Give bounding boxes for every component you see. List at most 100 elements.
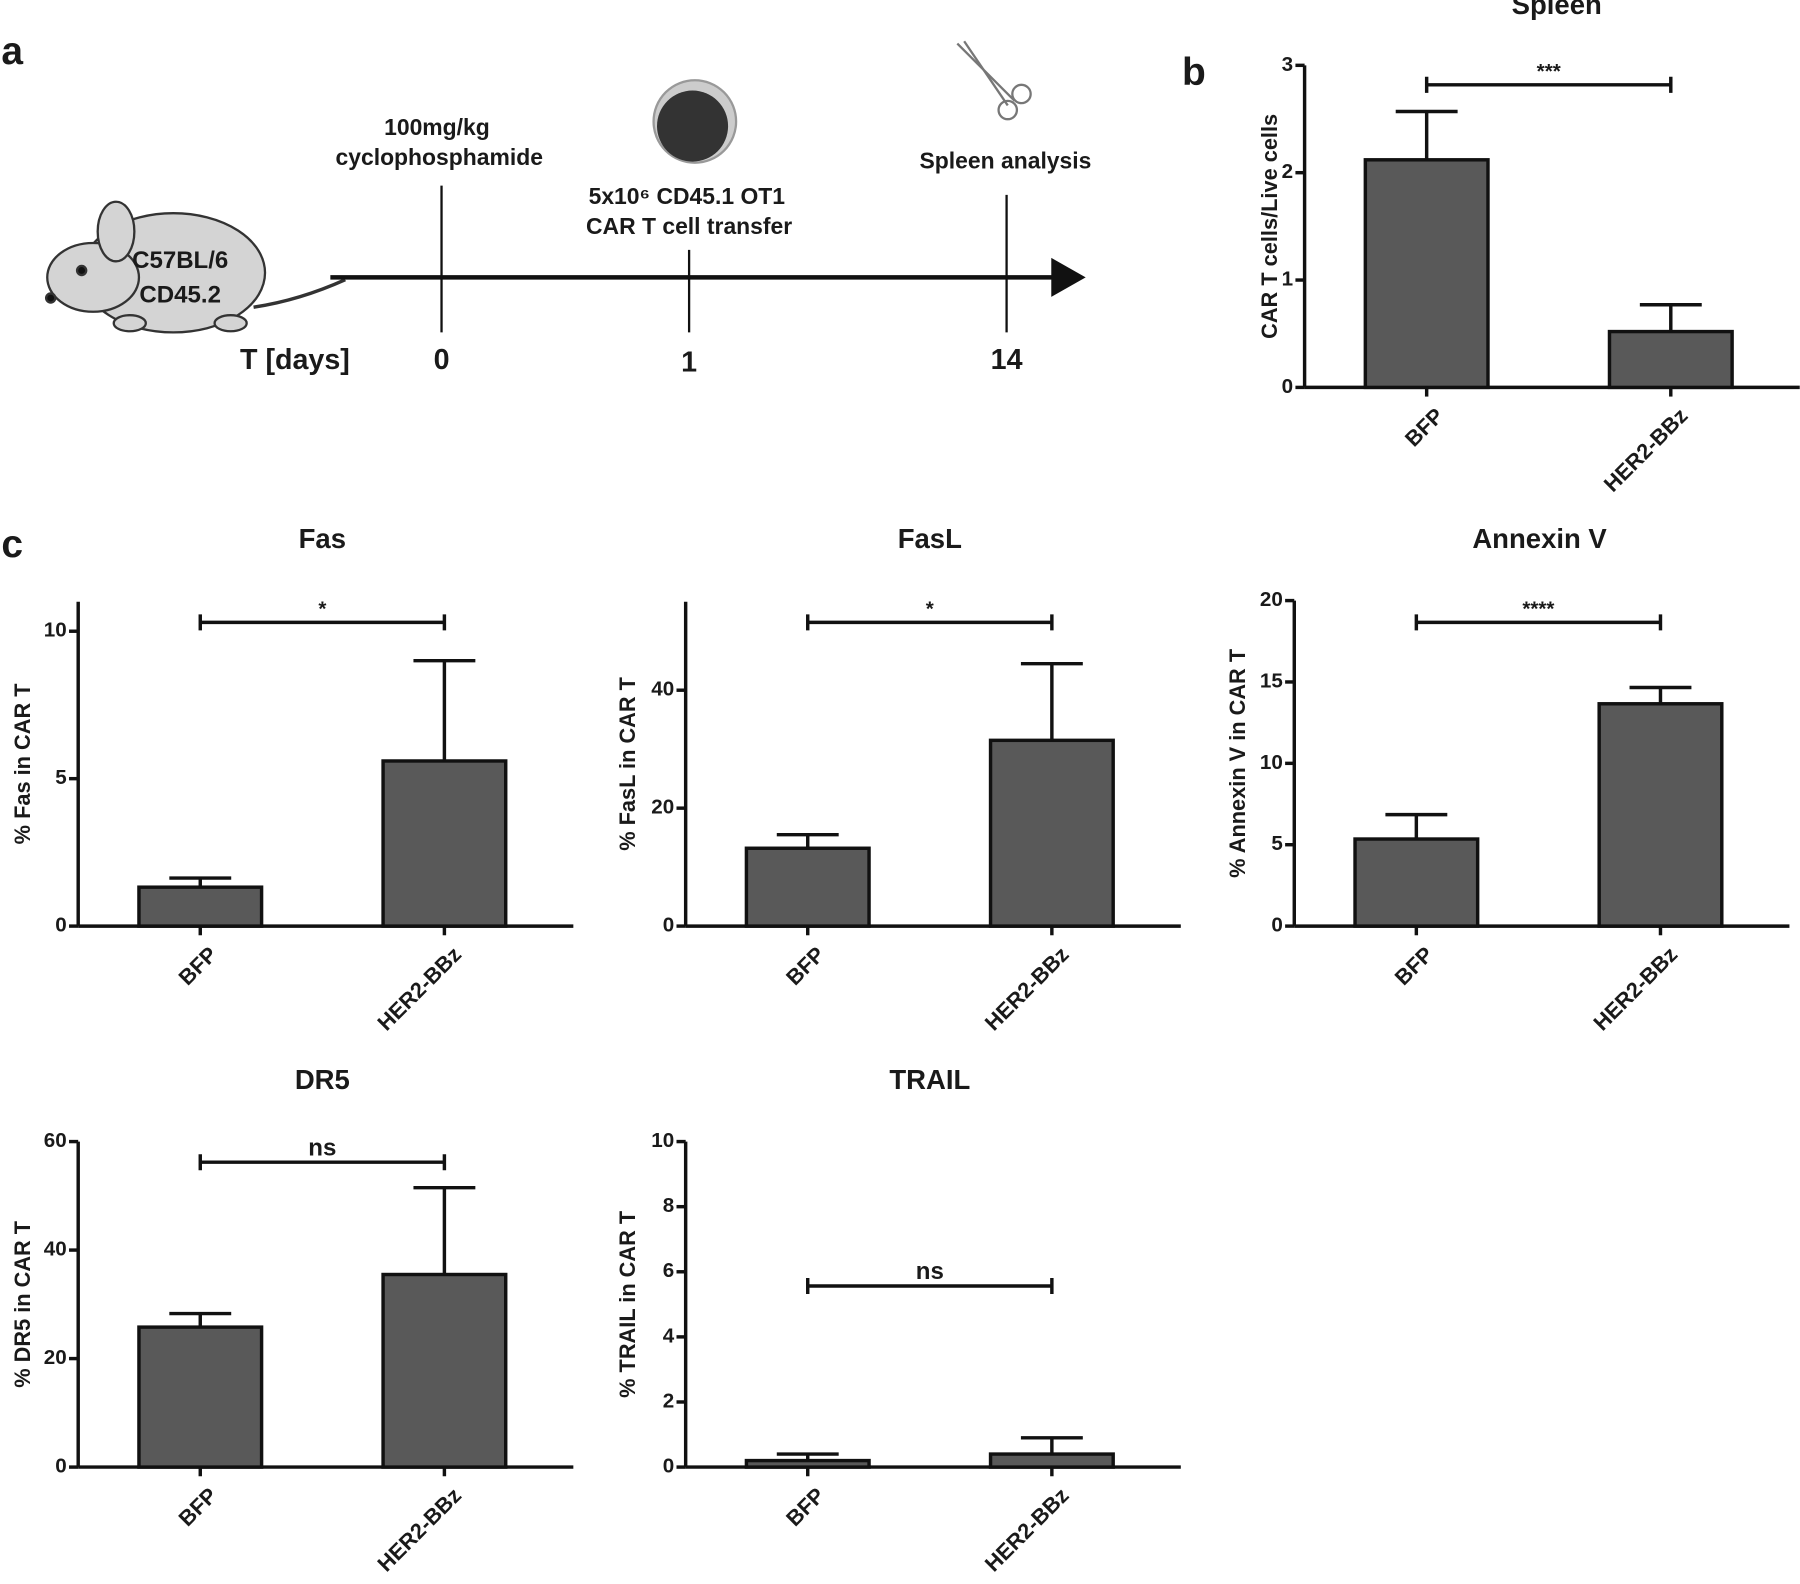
significance-bracket [806,614,1054,631]
significance-bracket [198,614,447,631]
cell-icon [652,79,738,164]
significance-label: ns [916,1258,944,1285]
significance-label: ns [308,1134,336,1161]
x-tick-label: BFP [174,1483,222,1531]
y-tick-label: 6 [663,1259,674,1282]
bar [1353,837,1480,928]
y-tick-label: 0 [55,1455,66,1478]
bar [988,738,1115,928]
x-tick-label: HER2-BBz [980,942,1074,1036]
x-tick-label: BFP [1400,403,1448,451]
x-tick-label: BFP [174,942,222,990]
x-tick-label: BFP [781,942,829,990]
significance-bracket [1424,76,1673,93]
y-axis-label: % Annexin V in CAR T [1225,648,1250,878]
y-tick-label: 0 [663,1455,674,1478]
event-label: CAR T cell transfer [586,213,792,239]
error-bar [776,1452,839,1461]
y-tick-label: 20 [651,796,674,819]
y-axis-label: CAR T cells/Live cells [1257,114,1282,339]
panel-letter: c [1,523,23,566]
error-bar [776,832,839,849]
error-bar [1639,303,1702,332]
y-tick-label: 0 [663,914,674,937]
y-tick-label: 5 [1271,832,1282,855]
significance-label: * [926,597,934,620]
error-bar [1020,1436,1083,1455]
chart-title: Spleen [1512,0,1602,20]
event-label: 5x10⁶ CD45.1 OT1 [589,183,786,209]
bar [1607,329,1734,390]
error-bar [169,876,232,888]
y-tick-label: 10 [44,619,67,642]
event-label: cyclophosphamide [335,144,542,170]
panel-letter: a [1,30,23,73]
error-bar [413,658,476,761]
day-label: 14 [991,344,1023,376]
panel-letter: b [1182,51,1206,94]
event-label: Spleen analysis [920,147,1092,173]
mouse-label: CD45.2 [139,282,221,309]
error-bar [169,1311,232,1328]
significance-label: *** [1537,60,1561,83]
y-tick-label: 5 [55,766,66,789]
x-tick-label: HER2-BBz [372,942,466,1036]
chart-title: Annexin V [1472,523,1607,554]
x-tick-label: BFP [781,1483,829,1531]
x-tick-label: HER2-BBz [980,1483,1074,1577]
bar [744,846,871,928]
y-tick-label: 3 [1282,53,1293,76]
day-label: 0 [434,344,450,376]
error-bar [1020,661,1083,741]
y-axis-label: % FasL in CAR T [615,676,640,850]
significance-label: **** [1522,597,1554,620]
error-bar [1629,685,1692,704]
y-tick-label: 0 [55,914,66,937]
timeline-label: T [days] [240,344,350,376]
y-tick-label: 2 [663,1389,674,1412]
error-bar [1385,812,1448,840]
scissors-icon [956,40,1032,121]
y-tick-label: 20 [44,1346,67,1369]
bar [1597,702,1724,928]
day-label: 1 [681,346,697,378]
bar [381,1272,508,1469]
x-tick-label: HER2-BBz [1588,942,1682,1036]
bar [381,759,508,928]
bar [744,1458,871,1469]
y-axis-label: % Fas in CAR T [10,683,35,845]
y-tick-label: 8 [663,1194,674,1217]
event-label: 100mg/kg [384,114,490,140]
chart-title: FasL [898,523,962,554]
y-tick-label: 0 [1271,914,1282,937]
y-tick-label: 15 [1260,669,1283,692]
bar [988,1452,1115,1469]
y-tick-label: 60 [44,1129,67,1152]
timeline-arrow [1051,257,1086,297]
significance-label: * [318,597,326,620]
y-tick-label: 0 [1282,375,1293,398]
mouse-label: C57BL/6 [132,247,228,274]
y-tick-label: 40 [44,1238,67,1261]
bar [137,1325,264,1469]
bar [137,885,264,928]
y-tick-label: 40 [651,678,674,701]
chart-title: TRAIL [889,1064,970,1095]
x-tick-label: HER2-BBz [372,1483,466,1577]
y-tick-label: 2 [1282,160,1293,183]
y-tick-label: 4 [663,1324,675,1347]
significance-bracket [198,1154,447,1171]
y-tick-label: 10 [651,1129,674,1152]
chart-title: Fas [299,523,346,554]
y-tick-label: 20 [1260,588,1283,611]
y-axis-label: % TRAIL in CAR T [615,1210,640,1398]
significance-bracket [1414,614,1663,631]
x-tick-label: BFP [1390,942,1438,990]
y-axis-label: % DR5 in CAR T [10,1220,35,1388]
bar [1363,158,1490,390]
x-tick-label: HER2-BBz [1599,403,1693,497]
y-tick-label: 1 [1282,267,1293,290]
error-bar [1395,109,1458,160]
error-bar [413,1185,476,1275]
